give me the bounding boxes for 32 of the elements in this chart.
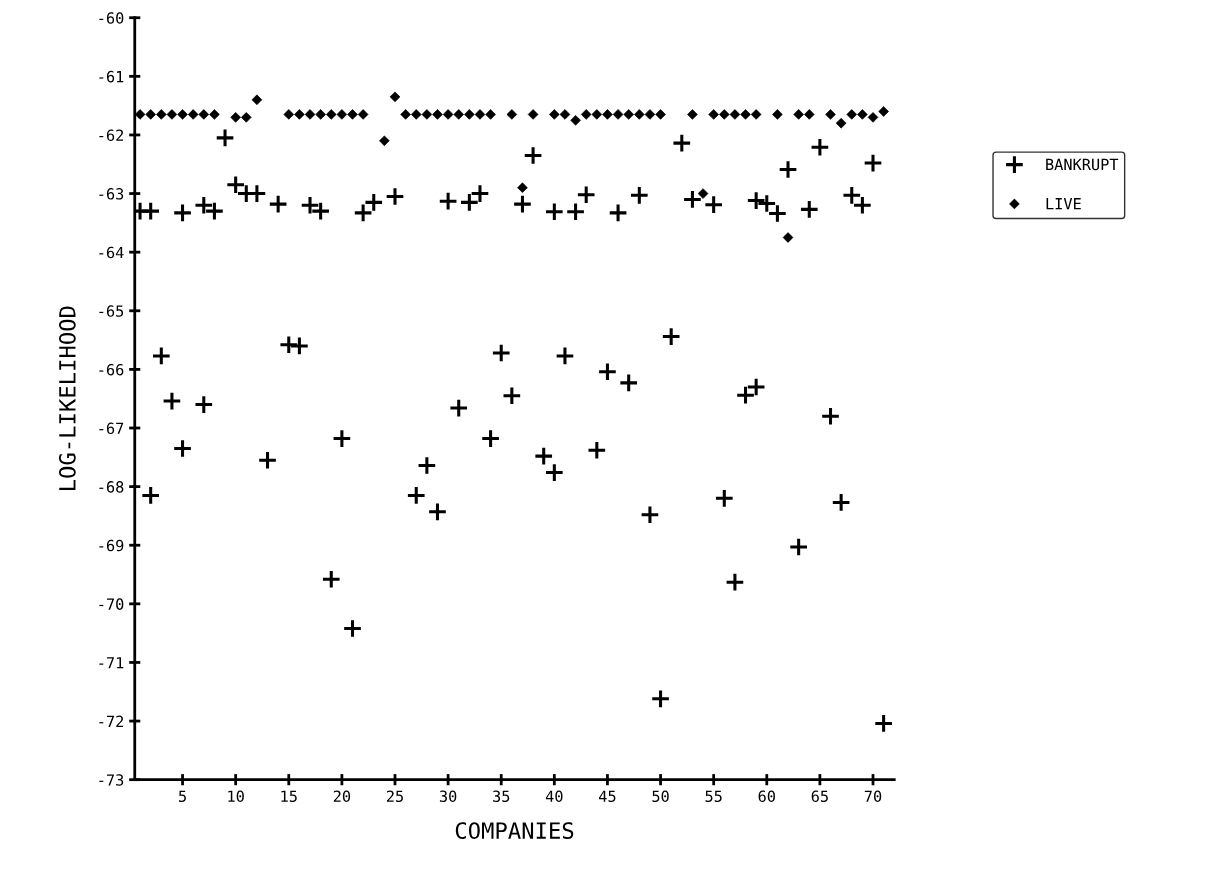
x-tick-label: 30 — [439, 790, 457, 802]
y-tick-label: -63 — [99, 188, 124, 200]
y-tick-label: -73 — [99, 774, 124, 786]
x-tick-label: 40 — [545, 790, 563, 802]
x-tick-label: 65 — [811, 790, 828, 802]
x-tick-label: 5 — [179, 790, 186, 802]
y-axis-title: LOG-LIKELIHOOD — [58, 306, 76, 491]
y-tick-label: -62 — [99, 129, 124, 142]
x-tick-label: 15 — [281, 790, 297, 802]
legend-label: BANKRUPT — [1046, 158, 1119, 171]
x-axis-title: COMPANIES — [455, 822, 574, 839]
y-tick-label: -72 — [99, 715, 124, 727]
x-tick-label: 20 — [333, 790, 351, 802]
legend-label: LIVE — [1046, 198, 1081, 210]
y-tick-label: -64 — [99, 246, 124, 259]
y-tick-label: -69 — [99, 539, 124, 552]
y-tick-label: -66 — [99, 363, 124, 376]
y-tick-label: -70 — [99, 598, 124, 610]
y-tick-label: -68 — [99, 481, 124, 493]
x-tick-label: 50 — [652, 790, 669, 802]
y-tick-label: -67 — [99, 422, 124, 435]
x-tick-label: 55 — [705, 790, 722, 802]
x-tick-label: 45 — [599, 790, 616, 802]
x-tick-label: 70 — [864, 790, 882, 802]
x-tick-label: 10 — [228, 790, 244, 802]
y-tick-label: -61 — [99, 70, 124, 83]
y-tick-label: -71 — [99, 657, 124, 669]
x-tick-label: 25 — [386, 790, 403, 802]
x-tick-label: 60 — [758, 790, 775, 802]
x-tick-label: 35 — [493, 790, 510, 802]
y-tick-label: -60 — [99, 12, 124, 24]
y-tick-label: -65 — [99, 305, 124, 317]
